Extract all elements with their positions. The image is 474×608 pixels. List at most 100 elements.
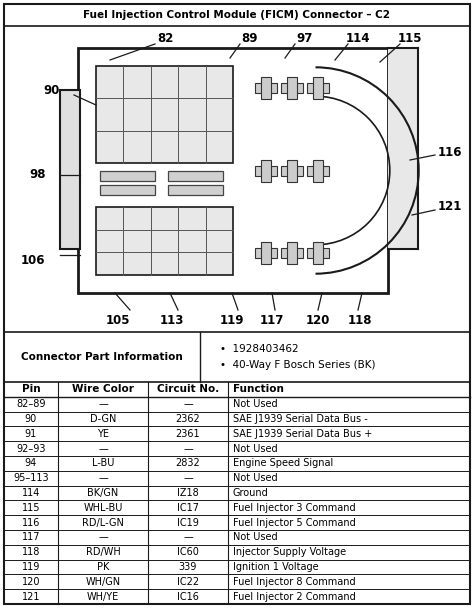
Bar [281, 83, 303, 93]
Text: 118: 118 [22, 547, 40, 557]
Text: 339: 339 [179, 562, 197, 572]
Text: 89: 89 [242, 32, 258, 44]
Text: 82: 82 [157, 32, 173, 44]
Text: 117: 117 [22, 533, 40, 542]
Text: 90: 90 [44, 83, 60, 97]
Text: 91: 91 [25, 429, 37, 439]
Bar [313, 77, 323, 99]
Text: —: — [98, 473, 108, 483]
Text: 105: 105 [106, 314, 130, 326]
Text: SAE J1939 Serial Data Bus +: SAE J1939 Serial Data Bus + [233, 429, 372, 439]
Text: Function: Function [233, 384, 284, 395]
Bar [96, 66, 233, 163]
Bar [307, 165, 329, 176]
Bar [100, 171, 155, 181]
Bar [313, 242, 323, 264]
Text: 119: 119 [220, 314, 244, 326]
Text: 2832: 2832 [176, 458, 201, 468]
Text: 121: 121 [22, 592, 40, 601]
Text: Fuel Injector 2 Command: Fuel Injector 2 Command [233, 592, 356, 601]
Text: 2362: 2362 [176, 414, 201, 424]
Text: Not Used: Not Used [233, 399, 278, 409]
Text: 114: 114 [346, 32, 370, 44]
Text: —: — [98, 533, 108, 542]
Text: Not Used: Not Used [233, 533, 278, 542]
Text: —: — [183, 399, 193, 409]
Text: 116: 116 [438, 145, 462, 159]
Bar [168, 185, 223, 195]
Bar [281, 248, 303, 258]
Bar [313, 159, 323, 182]
Text: YE: YE [97, 429, 109, 439]
Bar [96, 207, 233, 275]
Text: Ground: Ground [233, 488, 269, 498]
Text: 114: 114 [22, 488, 40, 498]
Text: Fuel Injector 3 Command: Fuel Injector 3 Command [233, 503, 356, 513]
Text: Fuel Injector 5 Command: Fuel Injector 5 Command [233, 517, 356, 528]
Text: BK/GN: BK/GN [87, 488, 118, 498]
Text: 82–89: 82–89 [16, 399, 46, 409]
Bar [287, 242, 297, 264]
Text: 121: 121 [438, 201, 462, 213]
Bar [287, 77, 297, 99]
Text: 97: 97 [297, 32, 313, 44]
Text: WH/YE: WH/YE [87, 592, 119, 601]
Text: 117: 117 [260, 314, 284, 326]
Bar [78, 48, 388, 293]
Text: 116: 116 [22, 517, 40, 528]
Text: Fuel Injection Control Module (FICM) Connector – C2: Fuel Injection Control Module (FICM) Con… [83, 10, 391, 20]
Text: WHL-BU: WHL-BU [83, 503, 123, 513]
Bar [255, 83, 277, 93]
Text: SAE J1939 Serial Data Bus -: SAE J1939 Serial Data Bus - [233, 414, 368, 424]
Text: 90: 90 [25, 414, 37, 424]
Text: IC60: IC60 [177, 547, 199, 557]
Text: —: — [98, 399, 108, 409]
Text: RD/WH: RD/WH [86, 547, 120, 557]
Bar [255, 248, 277, 258]
Text: Circuit No.: Circuit No. [157, 384, 219, 395]
Text: 106: 106 [21, 254, 45, 266]
Text: 118: 118 [348, 314, 372, 326]
Text: PK: PK [97, 562, 109, 572]
Bar [261, 159, 271, 182]
Text: RD/L-GN: RD/L-GN [82, 517, 124, 528]
Bar [307, 248, 329, 258]
Text: 95–113: 95–113 [13, 473, 49, 483]
Text: Not Used: Not Used [233, 444, 278, 454]
Text: IC22: IC22 [177, 577, 199, 587]
Text: Pin: Pin [22, 384, 40, 395]
Text: 115: 115 [398, 32, 422, 44]
Bar [60, 89, 80, 249]
Text: Engine Speed Signal: Engine Speed Signal [233, 458, 333, 468]
Text: 94: 94 [25, 458, 37, 468]
Text: —: — [183, 444, 193, 454]
Text: —: — [98, 444, 108, 454]
Text: 120: 120 [306, 314, 330, 326]
Text: •  40-Way F Bosch Series (BK): • 40-Way F Bosch Series (BK) [220, 361, 375, 370]
Bar [307, 83, 329, 93]
Text: 113: 113 [160, 314, 184, 326]
Text: IC19: IC19 [177, 517, 199, 528]
Text: 115: 115 [22, 503, 40, 513]
Text: Not Used: Not Used [233, 473, 278, 483]
Bar [261, 77, 271, 99]
Bar [287, 159, 297, 182]
Bar [168, 171, 223, 181]
Text: 2361: 2361 [176, 429, 201, 439]
Text: Connector Part Information: Connector Part Information [21, 352, 183, 362]
Text: —: — [183, 533, 193, 542]
Text: 92–93: 92–93 [16, 444, 46, 454]
Bar [100, 185, 155, 195]
Text: Wire Color: Wire Color [72, 384, 134, 395]
Text: 120: 120 [22, 577, 40, 587]
Text: WH/GN: WH/GN [85, 577, 120, 587]
Text: 98: 98 [30, 168, 46, 182]
Text: L-BU: L-BU [92, 458, 114, 468]
Bar [281, 165, 303, 176]
Text: Ignition 1 Voltage: Ignition 1 Voltage [233, 562, 319, 572]
Bar [255, 165, 277, 176]
Text: —: — [183, 473, 193, 483]
Bar [261, 242, 271, 264]
Text: •  1928403462: • 1928403462 [220, 344, 299, 353]
Bar [388, 48, 418, 249]
